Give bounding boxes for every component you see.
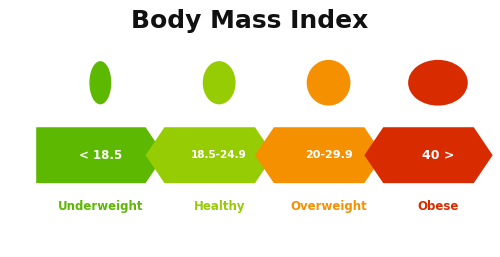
Text: 18.5-24.9: 18.5-24.9: [192, 150, 247, 160]
Text: Overweight: Overweight: [290, 200, 367, 213]
Polygon shape: [255, 127, 384, 183]
Text: Obese: Obese: [418, 200, 459, 213]
Ellipse shape: [90, 61, 112, 104]
Text: 40 >: 40 >: [422, 149, 454, 162]
Text: Body Mass Index: Body Mass Index: [132, 9, 368, 33]
Text: 20-29.9: 20-29.9: [304, 150, 352, 160]
Polygon shape: [364, 127, 492, 183]
Ellipse shape: [203, 61, 235, 104]
Polygon shape: [146, 127, 274, 183]
Ellipse shape: [408, 60, 468, 106]
Text: Healthy: Healthy: [194, 200, 245, 213]
Ellipse shape: [306, 60, 350, 106]
Polygon shape: [36, 127, 164, 183]
Text: < 18.5: < 18.5: [78, 149, 122, 162]
Text: Underweight: Underweight: [58, 200, 143, 213]
